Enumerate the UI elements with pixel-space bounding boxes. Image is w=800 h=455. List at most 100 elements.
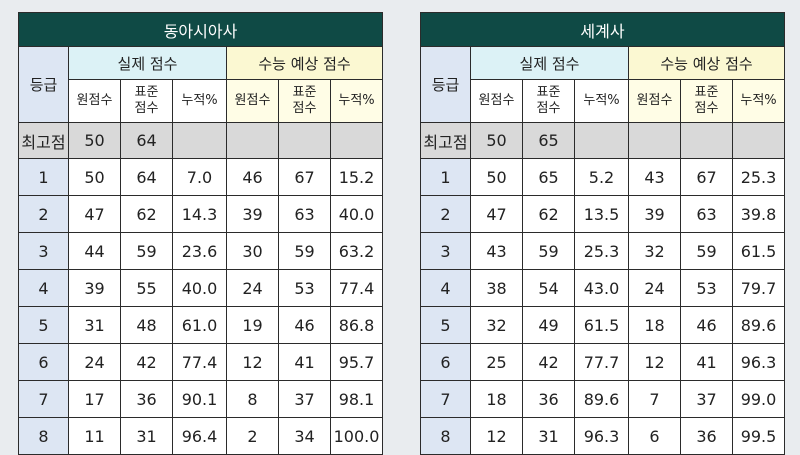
- expected-cumulative-percent-cell: 99.5: [732, 417, 785, 455]
- expected-raw-score-header: 원점수: [226, 79, 279, 123]
- grade-row: 8 12 31 96.3 6 36 99.5: [420, 417, 785, 455]
- standard-score-header: 표준 점수: [522, 79, 575, 123]
- expected-raw-score-cell: 30: [226, 232, 279, 270]
- cumulative-percent-cell: 14.3: [172, 195, 227, 233]
- standard-score-cell: 42: [120, 343, 173, 381]
- grade-row: 8 11 31 96.4 2 34 100.0: [18, 417, 384, 455]
- grade-cell: 6: [18, 343, 69, 381]
- standard-score-cell: 31: [522, 417, 575, 455]
- standard-score-cell: 65: [522, 158, 575, 196]
- grade-cell: 3: [18, 232, 69, 270]
- expected-cumulative-percent-cell: 15.2: [329, 158, 384, 196]
- expected-standard-score-cell: 46: [680, 306, 733, 344]
- max-raw-score: 50: [470, 122, 523, 159]
- max-expected-standard: [278, 122, 331, 159]
- standard-score-cell: 36: [120, 380, 173, 418]
- expected-cumulative-percent-cell: 98.1: [329, 380, 384, 418]
- cumulative-percent-header: 누적%: [172, 79, 227, 123]
- raw-score-header: 원점수: [68, 79, 121, 123]
- raw-score-cell: 38: [470, 269, 523, 307]
- cumulative-percent-cell: 77.4: [172, 343, 227, 381]
- raw-score-cell: 24: [68, 343, 121, 381]
- expected-standard-score-header: 표준 점수: [278, 79, 331, 123]
- csat-expected-score-header: 수능 예상 점수: [225, 46, 384, 80]
- raw-score-cell: 17: [68, 380, 121, 418]
- expected-cumulative-percent-cell: 100.0: [329, 417, 384, 455]
- expected-cumulative-percent-cell: 39.8: [732, 195, 785, 233]
- cumulative-percent-cell: 43.0: [574, 269, 629, 307]
- grade-row: 6 24 42 77.4 12 41 95.7: [18, 343, 384, 381]
- raw-score-cell: 50: [470, 158, 523, 196]
- max-score-row: 최고점 50 64: [18, 122, 384, 159]
- expected-standard-score-cell: 67: [278, 158, 331, 196]
- expected-standard-score-cell: 37: [680, 380, 733, 418]
- cumulative-percent-cell: 25.3: [574, 232, 629, 270]
- max-standard-score: 64: [120, 122, 173, 159]
- cumulative-percent-cell: 89.6: [574, 380, 629, 418]
- cumulative-percent-cell: 90.1: [172, 380, 227, 418]
- standard-score-cell: 59: [120, 232, 173, 270]
- expected-standard-score-cell: 34: [278, 417, 331, 455]
- expected-standard-score-cell: 67: [680, 158, 733, 196]
- raw-score-cell: 43: [470, 232, 523, 270]
- max-raw-score: 50: [68, 122, 121, 159]
- grade-row: 1 50 65 5.2 43 67 25.3: [420, 158, 785, 196]
- max-score-label: 최고점: [18, 122, 69, 159]
- table-title: 동아시아사: [17, 12, 384, 47]
- expected-cumulative-percent-cell: 99.0: [732, 380, 785, 418]
- expected-standard-score-header: 표준 점수: [680, 79, 733, 123]
- max-expected-raw: [226, 122, 279, 159]
- cumulative-percent-header: 누적%: [574, 79, 629, 123]
- max-cumulative: [172, 122, 227, 159]
- expected-cumulative-percent-cell: 40.0: [329, 195, 384, 233]
- grade-row: 6 25 42 77.7 12 41 96.3: [420, 343, 785, 381]
- expected-standard-score-cell: 59: [278, 232, 331, 270]
- max-expected-raw: [628, 122, 681, 159]
- expected-standard-score-cell: 63: [278, 195, 331, 233]
- expected-cumulative-percent-cell: 86.8: [329, 306, 384, 344]
- grade-cell: 4: [18, 269, 69, 307]
- grade-header: 등급: [420, 46, 471, 123]
- standard-score-cell: 62: [522, 195, 575, 233]
- standard-score-cell: 42: [522, 343, 575, 381]
- actual-score-header: 실제 점수: [68, 46, 227, 80]
- raw-score-cell: 11: [68, 417, 121, 455]
- expected-raw-score-cell: 7: [628, 380, 681, 418]
- grade-cell: 7: [18, 380, 69, 418]
- cumulative-percent-cell: 40.0: [172, 269, 227, 307]
- grade-cell: 2: [18, 195, 69, 233]
- expected-standard-score-cell: 36: [680, 417, 733, 455]
- expected-cumulative-percent-cell: 89.6: [732, 306, 785, 344]
- max-standard-score: 65: [522, 122, 575, 159]
- grade-cell: 8: [420, 417, 471, 455]
- expected-raw-score-cell: 19: [226, 306, 279, 344]
- max-score-row: 최고점 50 65: [420, 122, 785, 159]
- expected-standard-score-cell: 37: [278, 380, 331, 418]
- expected-raw-score-cell: 12: [628, 343, 681, 381]
- expected-cumulative-percent-cell: 77.4: [329, 269, 384, 307]
- cumulative-percent-cell: 23.6: [172, 232, 227, 270]
- grade-row: 3 44 59 23.6 30 59 63.2: [18, 232, 384, 270]
- expected-raw-score-cell: 8: [226, 380, 279, 418]
- grade-row: 2 47 62 14.3 39 63 40.0: [18, 195, 384, 233]
- standard-score-cell: 64: [120, 158, 173, 196]
- grade-cell: 8: [18, 417, 69, 455]
- expected-raw-score-cell: 24: [226, 269, 279, 307]
- grade-row: 1 50 64 7.0 46 67 15.2: [18, 158, 384, 196]
- expected-cumulative-percent-cell: 96.3: [732, 343, 785, 381]
- grade-cell: 1: [18, 158, 69, 196]
- standard-score-cell: 36: [522, 380, 575, 418]
- grade-row: 3 43 59 25.3 32 59 61.5: [420, 232, 785, 270]
- grade-header: 등급: [18, 46, 69, 123]
- standard-score-cell: 55: [120, 269, 173, 307]
- raw-score-cell: 31: [68, 306, 121, 344]
- grade-cell: 4: [420, 269, 471, 307]
- grade-row: 5 32 49 61.5 18 46 89.6: [420, 306, 785, 344]
- grade-cell: 6: [420, 343, 471, 381]
- grade-cell: 5: [420, 306, 471, 344]
- cumulative-percent-cell: 5.2: [574, 158, 629, 196]
- grade-row: 5 31 48 61.0 19 46 86.8: [18, 306, 384, 344]
- expected-raw-score-cell: 39: [628, 195, 681, 233]
- standard-score-cell: 48: [120, 306, 173, 344]
- cumulative-percent-cell: 61.0: [172, 306, 227, 344]
